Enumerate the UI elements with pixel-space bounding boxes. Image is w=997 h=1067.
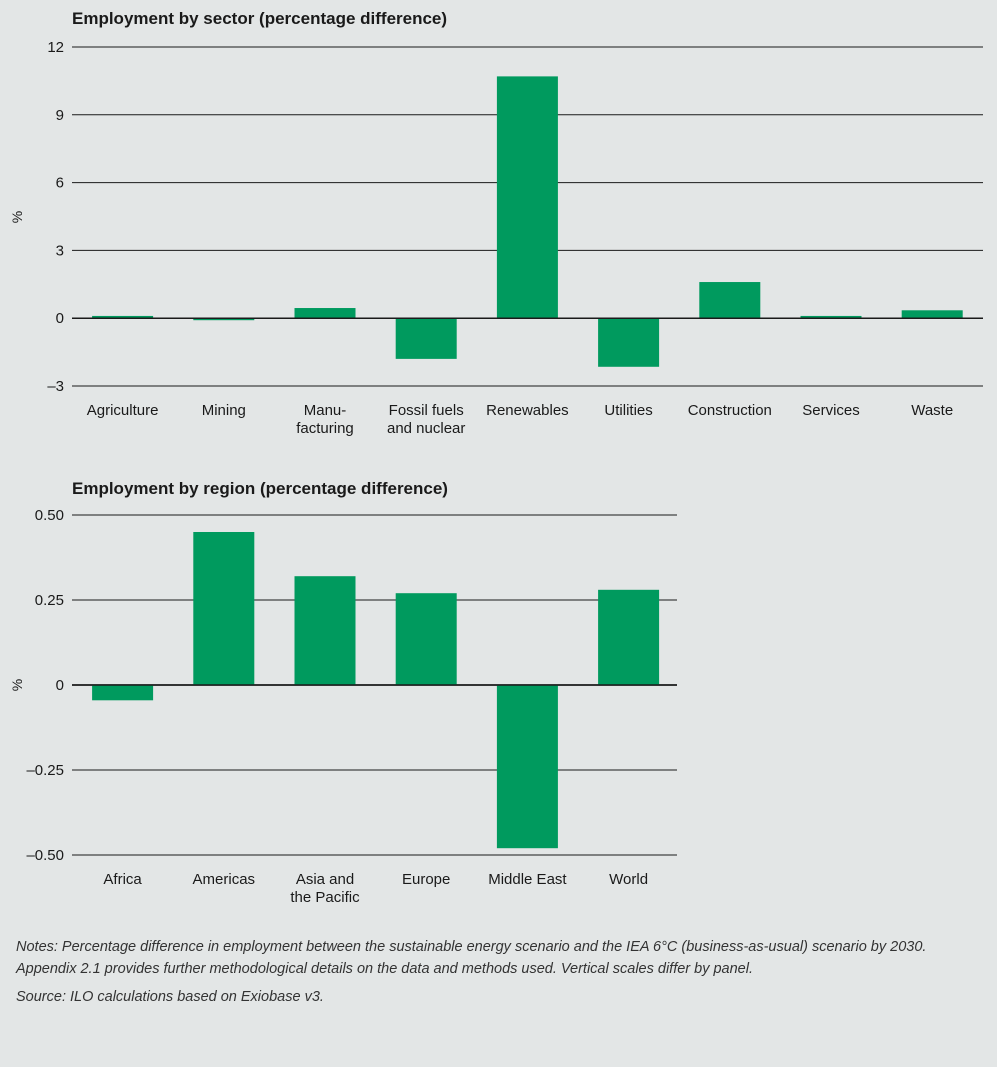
sector-category-label: Agriculture (87, 402, 159, 419)
notes-text: Notes: Percentage difference in employme… (16, 939, 927, 977)
sector-bar (496, 76, 558, 319)
region-chart-title: Employment by region (percentage differe… (72, 479, 448, 498)
sector-bar (598, 318, 660, 367)
sector-bar (395, 318, 457, 359)
sector-category-label: Renewables (486, 402, 569, 419)
sector-category-label: Waste (911, 402, 953, 419)
region-category-label: World (609, 871, 648, 888)
sector-y-tick-label: 0 (56, 310, 64, 327)
sector-category-label: Services (802, 402, 860, 419)
sector-category-label: Mining (202, 402, 246, 419)
region-category-label: Americas (193, 871, 256, 888)
sector-category-label: Utilities (604, 402, 652, 419)
region-y-axis-label: % (9, 679, 25, 691)
sector-bar (193, 318, 255, 321)
sector-bar (294, 308, 356, 319)
region-bar (598, 589, 660, 685)
sector-bar (699, 282, 761, 319)
region-category-label: Africa (103, 871, 142, 888)
sector-employment-chart: Employment by sector (percentage differe… (9, 9, 983, 437)
region-y-tick-label: 0.25 (35, 592, 64, 609)
region-category-label: the Pacific (290, 889, 360, 906)
sector-y-tick-label: 12 (47, 39, 64, 56)
sector-y-axis-label: % (9, 211, 25, 223)
region-category-label: Asia and (296, 871, 354, 888)
region-category-label: Middle East (488, 871, 567, 888)
sector-y-tick-label: 6 (56, 175, 64, 192)
region-y-tick-label: –0.50 (26, 847, 64, 864)
figure-notes: Notes: Percentage difference in employme… (16, 936, 984, 1014)
region-y-tick-label: 0 (56, 677, 64, 694)
sector-bar (901, 310, 963, 319)
region-y-tick-label: –0.25 (26, 762, 64, 779)
sector-y-tick-label: 9 (56, 107, 64, 124)
sector-bar (800, 315, 862, 319)
region-bar (193, 532, 255, 685)
sector-bar (92, 315, 154, 319)
sector-category-label: Fossil fuels (389, 402, 464, 419)
region-employment-chart: Employment by region (percentage differe… (9, 479, 677, 906)
sector-category-label: and nuclear (387, 420, 465, 437)
region-y-tick-label: 0.50 (35, 507, 64, 524)
region-bar (92, 685, 154, 701)
sector-y-tick-label: –3 (47, 378, 64, 395)
sector-y-tick-label: 3 (56, 242, 64, 259)
sector-category-label: Construction (688, 402, 772, 419)
source-text: Source: ILO calculations based on Exioba… (16, 989, 324, 1005)
region-category-label: Europe (402, 871, 450, 888)
region-bar (395, 593, 457, 685)
sector-category-label: facturing (296, 420, 354, 437)
sector-category-label: Manu- (304, 402, 347, 419)
sector-chart-title: Employment by sector (percentage differe… (72, 9, 447, 28)
region-bar (496, 685, 558, 849)
region-bar (294, 576, 356, 685)
